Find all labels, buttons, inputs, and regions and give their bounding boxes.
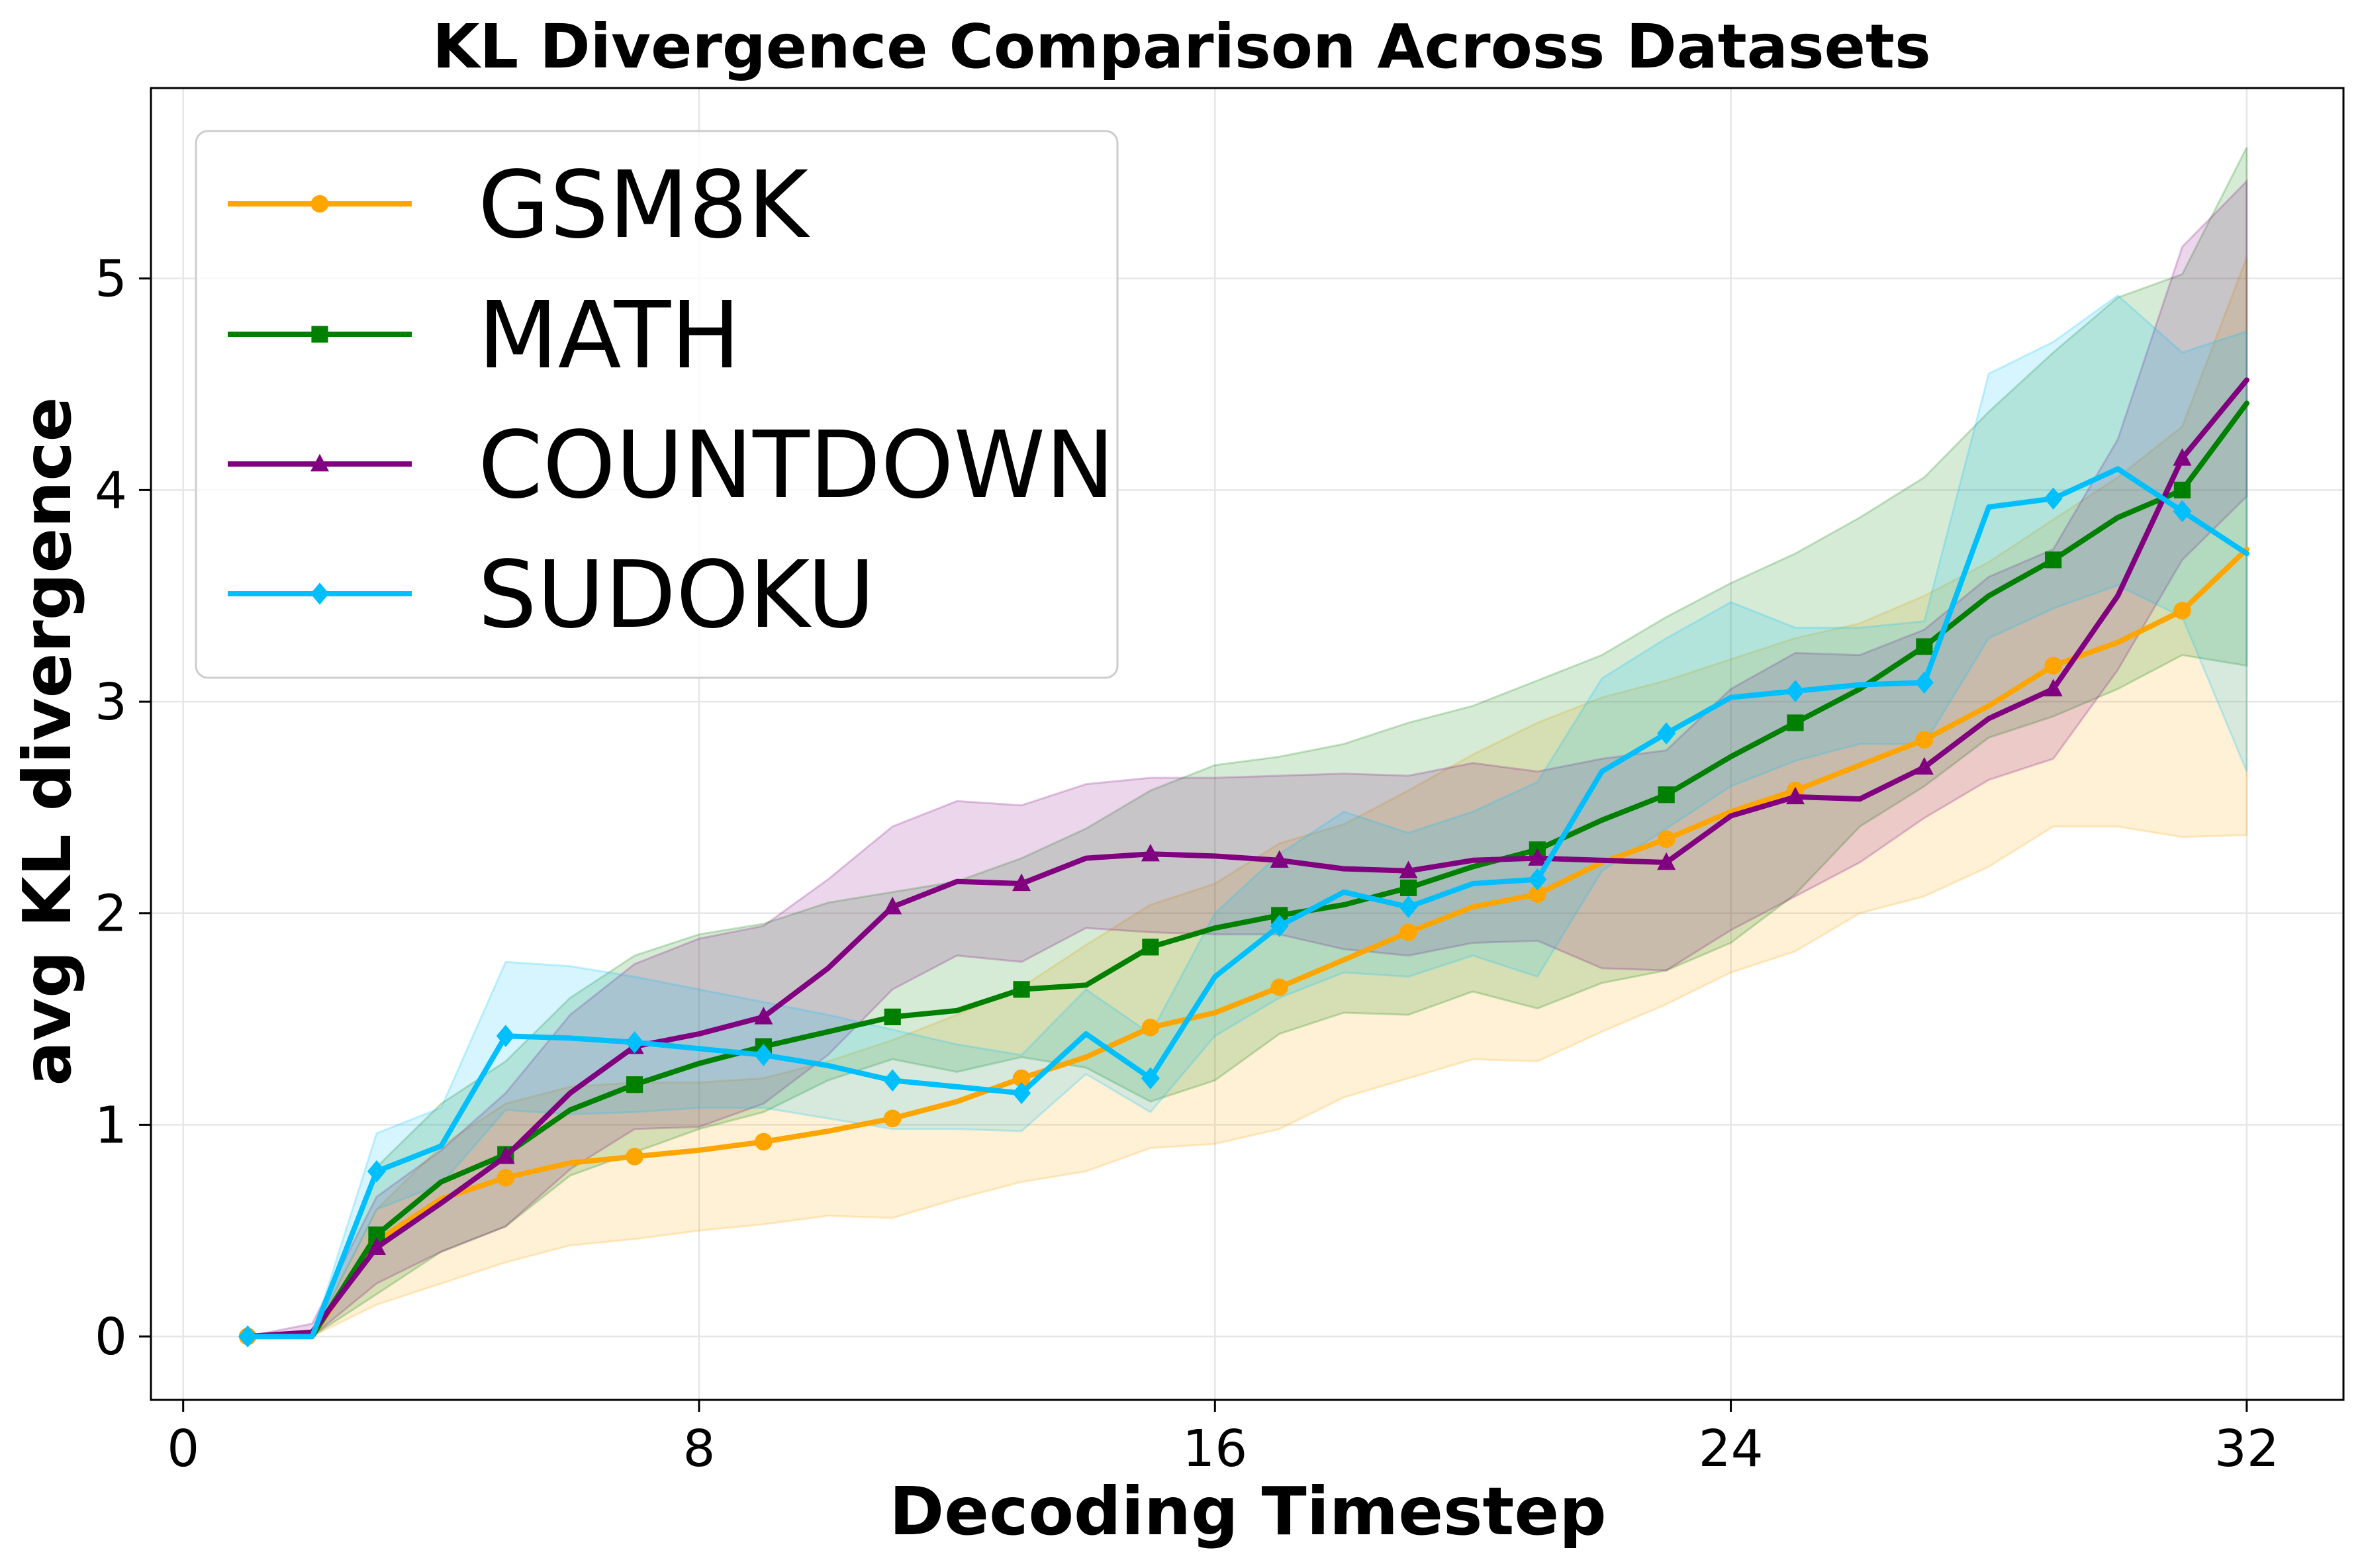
math-point (1399, 879, 1417, 896)
legend: GSM8K MATH COUNTDOWN SUDOKU (195, 130, 1119, 679)
countdown-point (754, 1006, 773, 1025)
math-point (1142, 939, 1159, 956)
sudoku-point (1012, 1082, 1031, 1105)
legend-gsm8k-label: GSM8K (478, 152, 810, 259)
sudoku-point (1270, 915, 1289, 937)
countdown-point (1399, 860, 1418, 879)
math-line (245, 400, 2249, 1340)
gsm8k-point (496, 1169, 515, 1187)
axes-frame (150, 87, 2345, 1401)
sudoku-point (1141, 1067, 1160, 1089)
math-point (2045, 551, 2062, 569)
gsm8k-point (883, 1109, 902, 1128)
legend-countdown-label: COUNTDOWN (478, 412, 1115, 520)
countdown-point (496, 1146, 515, 1164)
y-tick-label: 0 (95, 1308, 127, 1367)
plot-area: 0 8 16 24 32 0 1 2 3 4 5 (95, 87, 2345, 1479)
gsm8k-point (1270, 978, 1289, 996)
gsm8k-line (245, 546, 2249, 1340)
x-axis-label: Decoding Timestep (889, 1473, 1607, 1550)
gsm8k-point (1141, 1019, 1160, 1037)
gsm8k-point (1012, 1069, 1031, 1087)
gsm8k-point (755, 1132, 773, 1151)
countdown-point (2044, 678, 2063, 697)
x-tick-label: 24 (1699, 1420, 1764, 1479)
sudoku-point (625, 1031, 644, 1054)
legend-sudoku-label: SUDOKU (478, 541, 875, 649)
sudoku-point (367, 1160, 386, 1183)
math-point (2173, 481, 2191, 498)
sudoku-point (2044, 487, 2063, 510)
sudoku-point (1399, 896, 1418, 918)
sudoku-point (1914, 671, 1934, 694)
y-tick-label: 1 (95, 1096, 127, 1155)
sudoku-point (1786, 680, 1805, 702)
sudoku-point (2173, 500, 2192, 523)
legend-math-marker (311, 326, 328, 343)
sudoku-point (883, 1069, 902, 1092)
countdown-line (245, 377, 2249, 1340)
countdown-band (247, 179, 2248, 1338)
math-point (626, 1076, 643, 1093)
x-tick-label: 16 (1182, 1420, 1247, 1479)
countdown-point (1270, 850, 1289, 868)
y-tick-label: 4 (95, 461, 127, 520)
x-tick-label: 8 (683, 1420, 716, 1479)
legend-frame (195, 130, 1119, 679)
countdown-point (1528, 848, 1547, 866)
sudoku-point (238, 1325, 258, 1348)
legend-math-label: MATH (478, 282, 740, 390)
y-tick-label: 5 (95, 250, 127, 309)
legend-countdown-marker (310, 453, 329, 472)
y-tick-label: 2 (95, 885, 127, 944)
x-tick-label: 32 (2214, 1420, 2279, 1479)
math-point (1658, 786, 1675, 804)
countdown-point (1657, 852, 1676, 870)
math-point (1013, 981, 1030, 998)
math-point (884, 1008, 901, 1025)
gsm8k-point (1529, 885, 1546, 903)
sudoku-line (245, 466, 2249, 1340)
countdown-point (2173, 448, 2192, 466)
countdown-point (1012, 873, 1031, 892)
gsm8k-point (626, 1148, 643, 1166)
gsm8k-point (1915, 731, 1934, 749)
countdown-point (883, 896, 902, 915)
legend-gsm8k-marker (310, 195, 329, 213)
gsm8k-point (2044, 657, 2062, 675)
chart-title: KL Divergence Comparison Across Datasets (432, 11, 1930, 82)
y-tick-label: 3 (95, 673, 127, 732)
sudoku-point (754, 1044, 773, 1066)
y-axis-label: avg KL divergence (9, 397, 86, 1086)
math-point (1916, 638, 1933, 655)
countdown-point (1914, 757, 1934, 775)
sudoku-point (1657, 722, 1676, 745)
legend-sudoku-marker (310, 582, 329, 605)
sudoku-point (1528, 868, 1547, 891)
sudoku-point (496, 1025, 515, 1047)
countdown-point (1141, 843, 1160, 862)
x-tick-label: 0 (167, 1420, 199, 1479)
gsm8k-point (2173, 602, 2191, 620)
math-point (1787, 714, 1804, 731)
gsm8k-point (1657, 830, 1676, 849)
countdown-point (1786, 786, 1805, 805)
gsm8k-point (1399, 923, 1417, 941)
countdown-point (367, 1237, 386, 1256)
